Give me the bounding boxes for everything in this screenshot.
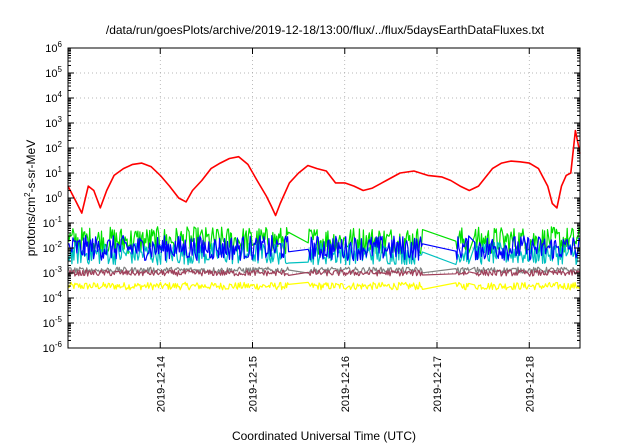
series-line xyxy=(67,269,581,277)
x-tick-label: 2019-12-18 xyxy=(524,356,536,412)
y-axis-label-post: -s-sr-MeV xyxy=(24,140,38,193)
x-tick-label: 2019-12-15 xyxy=(248,356,260,412)
grid xyxy=(68,48,580,348)
series-line xyxy=(67,129,581,217)
y-tick-label: 10-5 xyxy=(43,315,63,330)
x-axis: 2019-12-14 2019-12-15 2019-12-16 2019-12-17… xyxy=(155,48,536,412)
series-line xyxy=(67,235,581,262)
x-tick-label: 2019-12-17 xyxy=(432,356,444,412)
y-tick-label: 100 xyxy=(45,190,62,205)
y-axis: 10-6 10-5 10-4 10-3 10-2 10-1 100 101 102 103 104 1… xyxy=(43,40,580,355)
x-tick-label: 2019-12-14 xyxy=(155,356,167,412)
y-tick-label: 101 xyxy=(45,165,62,180)
series-line xyxy=(67,281,581,291)
y-tick-label: 10-1 xyxy=(43,215,63,230)
y-axis-label: protons/cm2-s-sr-MeV xyxy=(23,140,38,256)
chart-title: /data/run/goesPlots/archive/2019-12-18/1… xyxy=(106,23,545,37)
y-tick-label: 10-6 xyxy=(43,340,63,355)
y-axis-label-sup: 2 xyxy=(23,192,32,197)
y-tick-label: 104 xyxy=(45,90,62,105)
y-tick-label: 10-4 xyxy=(43,290,63,305)
y-tick-label: 105 xyxy=(45,65,62,80)
y-tick-label: 106 xyxy=(45,40,62,55)
y-axis-label-pre: protons/cm xyxy=(24,197,38,256)
y-tick-label: 10-2 xyxy=(43,240,63,255)
x-axis-label: Coordinated Universal Time (UTC) xyxy=(232,429,416,443)
series-layer xyxy=(67,129,581,291)
y-tick-label: 10-3 xyxy=(43,265,63,280)
y-tick-label: 102 xyxy=(45,140,62,155)
x-tick-label: 2019-12-16 xyxy=(340,356,352,412)
y-tick-label: 103 xyxy=(45,115,62,130)
series-line xyxy=(67,266,581,274)
